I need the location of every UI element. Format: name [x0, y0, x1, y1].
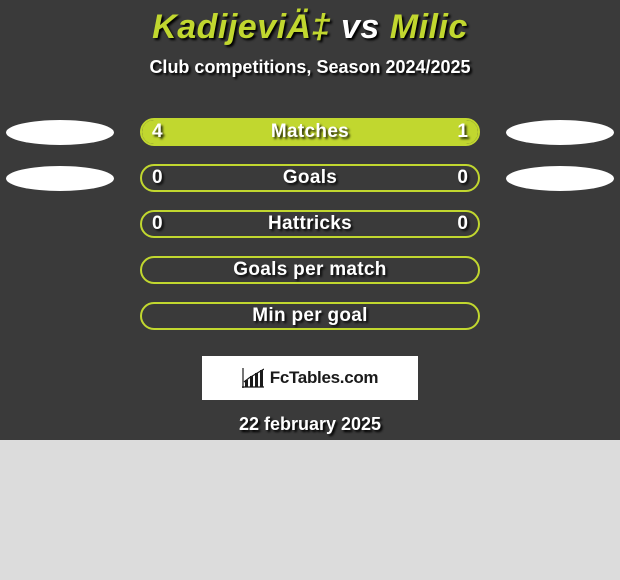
stat-row: Min per goal — [0, 300, 620, 332]
vs-separator: vs — [331, 8, 390, 46]
stat-bar-track: 0 0 Hattricks — [140, 210, 480, 238]
stat-label: Min per goal — [252, 305, 368, 327]
stat-left-value: 4 — [152, 121, 163, 143]
logo-text: FcTables.com — [270, 368, 379, 388]
stat-rows-container: 4 1 Matches 0 0 Goals 0 0 Hattricks Goals per mat… — [0, 116, 620, 332]
stat-label: Goals — [283, 167, 337, 189]
stat-right-value: 1 — [457, 121, 468, 143]
stat-left-value: 0 — [152, 213, 163, 235]
stat-label: Goals per match — [233, 259, 386, 281]
stat-row: 0 0 Goals — [0, 162, 620, 194]
date-line: 22 february 2025 — [0, 414, 620, 435]
player-right-name: Milic — [390, 8, 468, 46]
stat-label: Matches — [271, 121, 349, 143]
stat-right-value: 0 — [457, 167, 468, 189]
player-left-name: KadijeviÄ‡ — [152, 8, 331, 46]
stat-bar-track: Min per goal — [140, 302, 480, 330]
stat-bar-track: 0 0 Goals — [140, 164, 480, 192]
stat-label: Hattricks — [268, 213, 352, 235]
player-right-ellipse — [506, 166, 614, 191]
logo-box[interactable]: FcTables.com — [202, 356, 418, 400]
stat-row: Goals per match — [0, 254, 620, 286]
bar-chart-icon — [242, 368, 264, 388]
stat-left-value: 0 — [152, 167, 163, 189]
comparison-panel: KadijeviÄ‡ vs Milic Club competitions, S… — [0, 0, 620, 440]
stat-bar-track: 4 1 Matches — [140, 118, 480, 146]
stat-bar-track: Goals per match — [140, 256, 480, 284]
player-left-ellipse — [6, 120, 114, 145]
stat-row: 4 1 Matches — [0, 116, 620, 148]
stat-right-value: 0 — [457, 213, 468, 235]
player-right-ellipse — [506, 120, 614, 145]
stat-row: 0 0 Hattricks — [0, 208, 620, 240]
subtitle: Club competitions, Season 2024/2025 — [0, 57, 620, 78]
page-title: KadijeviÄ‡ vs Milic — [0, 8, 620, 47]
player-left-ellipse — [6, 166, 114, 191]
